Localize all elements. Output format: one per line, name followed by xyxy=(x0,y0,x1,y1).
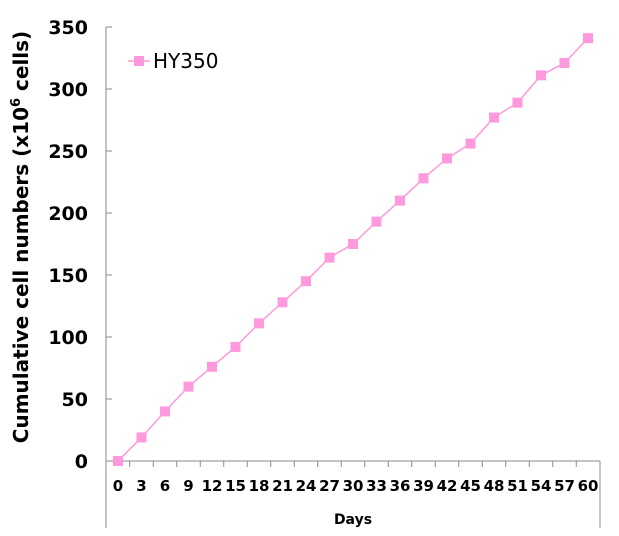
x-tick-label: 15 xyxy=(225,477,246,495)
y-tick-label: 0 xyxy=(75,451,88,473)
y-tick-label: 200 xyxy=(48,203,88,225)
data-point xyxy=(160,406,170,417)
y-axis-title-tail: cells) xyxy=(9,31,33,98)
data-point xyxy=(583,33,593,44)
x-tick-label: 42 xyxy=(437,477,458,495)
x-tick-label: 51 xyxy=(507,477,528,495)
data-point xyxy=(254,318,264,329)
x-tick-label: 24 xyxy=(296,477,317,495)
y-tick-label: 350 xyxy=(48,17,88,39)
x-tick-label: 33 xyxy=(366,477,387,495)
x-tick-label: 27 xyxy=(319,477,340,495)
data-point xyxy=(348,239,358,249)
x-tick-label: 39 xyxy=(413,477,434,495)
x-tick-label: 48 xyxy=(484,477,505,495)
x-axis-title: Days xyxy=(334,512,372,528)
y-axis-ticks: 0 50 100 150 200 250 300 350 xyxy=(48,17,112,473)
data-point xyxy=(136,432,147,443)
data-point xyxy=(418,173,429,184)
x-tick-label: 0 xyxy=(113,477,123,495)
data-point xyxy=(395,195,405,206)
x-tick-label: 18 xyxy=(249,477,270,495)
y-tick-label: 250 xyxy=(48,141,88,163)
y-tick-label: 100 xyxy=(48,327,88,349)
data-point xyxy=(324,252,335,263)
legend-marker xyxy=(134,56,144,66)
x-tick-label: 6 xyxy=(160,477,170,495)
x-tick-label: 57 xyxy=(554,477,575,495)
x-tick-label: 3 xyxy=(136,477,146,495)
legend: HY350 xyxy=(128,49,218,73)
data-point xyxy=(207,361,217,372)
data-point xyxy=(301,276,311,287)
data-point xyxy=(512,97,523,108)
y-tick-label: 300 xyxy=(48,79,88,101)
data-point xyxy=(465,138,476,149)
y-axis-title-superscript: 6 xyxy=(9,98,24,107)
x-tick-label: 45 xyxy=(460,477,481,495)
y-tick-label: 150 xyxy=(48,265,88,287)
data-point xyxy=(536,70,546,81)
x-tick-label: 60 xyxy=(578,477,599,495)
data-point xyxy=(277,297,288,308)
data-point xyxy=(371,216,382,227)
data-point xyxy=(442,153,452,164)
x-tick-label: 21 xyxy=(272,477,293,495)
axes xyxy=(105,27,601,528)
x-tick-label: 54 xyxy=(531,477,552,495)
x-tick-label: 9 xyxy=(183,477,193,495)
data-point xyxy=(230,341,241,352)
data-point xyxy=(113,456,123,466)
y-tick-label: 50 xyxy=(62,389,88,411)
data-point xyxy=(183,381,194,392)
legend-label: HY350 xyxy=(153,49,218,73)
series-layer xyxy=(113,33,593,466)
data-point xyxy=(559,57,570,68)
data-point xyxy=(489,112,499,123)
x-axis-ticks: 0 3 6 9 12 15 18 21 24 27 30 33 36 39 42 45 48 51 54 57 60 xyxy=(105,461,599,495)
y-axis-title: Cumulative cell numbers (x106 cells) xyxy=(9,31,33,443)
x-tick-label: 36 xyxy=(390,477,411,495)
x-tick-label: 30 xyxy=(343,477,364,495)
x-tick-label: 12 xyxy=(202,477,223,495)
